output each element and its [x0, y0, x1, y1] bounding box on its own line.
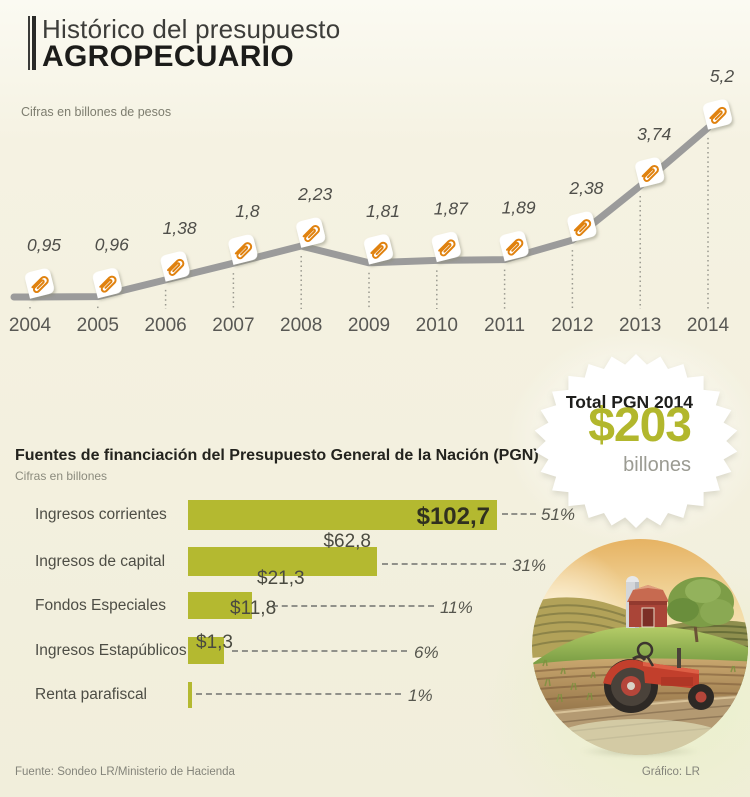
graphic-credit: Gráfico: LR	[641, 766, 700, 778]
percent-label: 51%	[541, 505, 576, 524]
bar	[188, 637, 224, 664]
bar-row-label: Renta parafiscal	[35, 686, 148, 703]
bar-value-label: $1,3	[196, 632, 233, 653]
year-label: 2011	[484, 315, 525, 336]
leader-line	[196, 693, 401, 695]
farm-photo	[532, 539, 748, 755]
bar-row-label: Ingresos Estapúblicos	[35, 641, 187, 659]
bar	[188, 500, 498, 530]
title-accent-bars	[28, 16, 36, 70]
year-label: 2012	[551, 315, 593, 336]
starburst-shape	[534, 354, 738, 528]
tree	[667, 577, 734, 643]
value-label: 2,38	[568, 178, 603, 198]
badge-unit: billones	[623, 454, 691, 476]
starburst-badge: Total PGN 2014 $203 billones	[528, 350, 744, 536]
tractor	[603, 641, 714, 713]
page-title-line1: Histórico del presupuesto	[42, 14, 341, 44]
year-label: 2005	[77, 315, 119, 336]
bar-row-label: Fondos Especiales	[35, 596, 166, 614]
bar	[188, 592, 253, 619]
year-label: 2010	[416, 315, 458, 336]
year-label: 2007	[212, 315, 254, 336]
year-label: 2014	[687, 315, 730, 336]
value-label: 0,95	[27, 235, 61, 255]
percent-label: 6%	[414, 643, 439, 662]
badge-amount: $203	[588, 399, 692, 452]
leader-line	[272, 605, 434, 607]
bar-row-label: Ingresos de capital	[35, 552, 166, 570]
year-label: 2008	[280, 315, 322, 336]
year-label: 2013	[619, 315, 661, 336]
page-title-line2: AGROPECUARIO	[42, 40, 294, 73]
bar-row-label: Ingresos corrientes	[35, 506, 167, 523]
leader-line	[502, 513, 536, 515]
percent-label: 1%	[408, 686, 433, 705]
value-label: 5,2	[710, 66, 735, 86]
bar-value-label: $11,8	[230, 598, 277, 619]
leader-line	[232, 650, 407, 652]
value-label: 1,38	[163, 218, 197, 238]
value-label: 3,74	[637, 124, 671, 144]
starburst	[534, 354, 738, 528]
crop-tufts	[542, 659, 736, 703]
title-accent-bar-thick	[32, 16, 36, 70]
value-label: 1,87	[434, 198, 469, 218]
value-label: 1,81	[366, 201, 400, 221]
bar	[188, 682, 192, 708]
bar-value-label: $21,3	[257, 568, 305, 589]
badge-title: Total PGN 2014	[565, 392, 693, 412]
percent-label: 11%	[440, 598, 473, 617]
value-label: 2,23	[297, 184, 332, 204]
value-label: 0,96	[95, 235, 129, 255]
bar	[188, 547, 378, 576]
barn	[626, 576, 669, 628]
percent-label: 31%	[512, 556, 547, 575]
year-label: 2009	[348, 315, 390, 336]
line-chart-units-note: Cifras en billones de pesos	[21, 105, 172, 119]
budget-line	[10, 124, 712, 301]
bar-chart-title: Fuentes de financiación del Presupuesto …	[15, 447, 539, 464]
source-credit: Fuente: Sondeo LR/Ministerio de Hacienda	[15, 766, 235, 778]
budget-line-chart: 2004 2005 2006 2007 2008 2009 2010 2011 2012 2013…	[0, 0, 750, 350]
bar-value-label: $102,7	[416, 503, 490, 530]
title-accent-bar-thin	[28, 16, 30, 70]
bar-value-label: $62,8	[323, 531, 371, 552]
circle-bottom-glow	[544, 719, 736, 755]
value-label: 1,89	[502, 198, 536, 218]
value-label: 1,8	[235, 201, 260, 221]
bar-chart-units-note: Cifras en billones	[15, 469, 108, 483]
year-label: 2004	[9, 315, 52, 336]
leader-line	[382, 563, 506, 565]
year-label: 2006	[144, 315, 186, 336]
